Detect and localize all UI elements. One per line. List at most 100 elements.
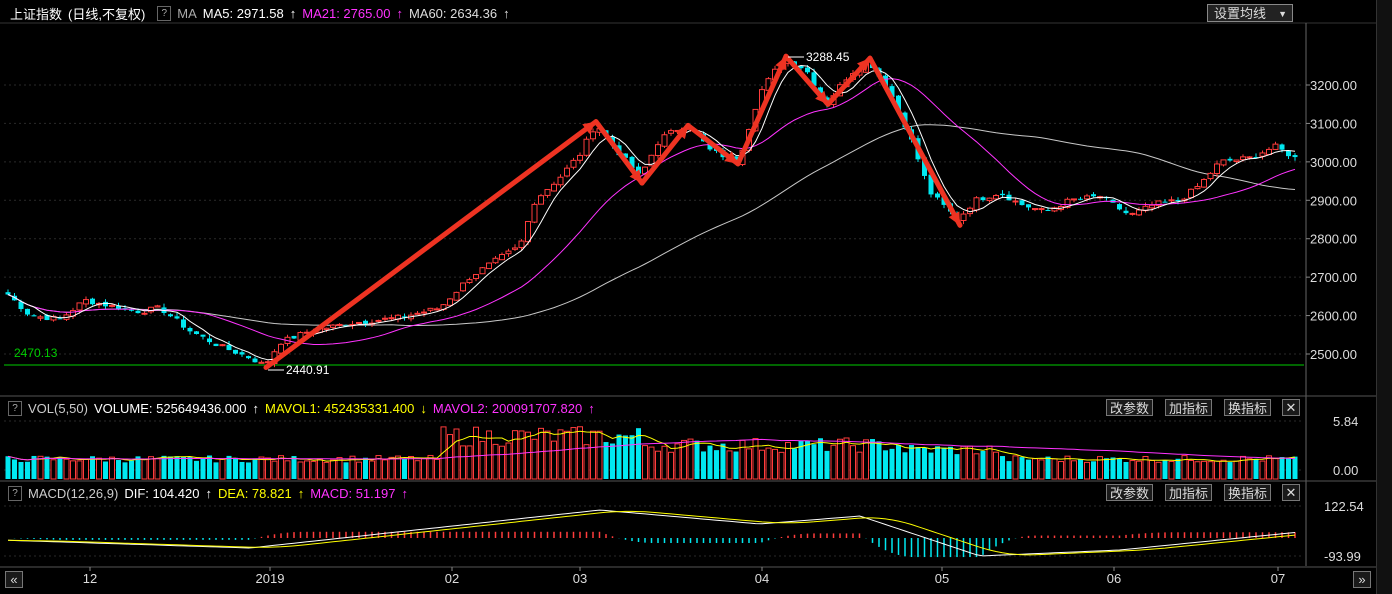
- volume-bar: [1194, 461, 1201, 480]
- volume-bar: [505, 442, 512, 480]
- candle-body: [213, 343, 219, 347]
- volume-bar: [674, 443, 681, 480]
- candle-body: [473, 274, 479, 280]
- macd-add-indicator-button[interactable]: 加指标: [1165, 484, 1213, 501]
- volume-bar: [37, 455, 44, 480]
- volume-bar: [207, 455, 212, 479]
- volume-bar: [687, 438, 694, 480]
- trend-arrow-head: [675, 125, 688, 140]
- scroll-right-button[interactable]: »: [1353, 571, 1371, 588]
- macd-tick-label: 122.54: [1324, 499, 1364, 514]
- volume-bar: [271, 460, 278, 480]
- volume-bar: [200, 458, 206, 479]
- candle-body: [577, 154, 583, 161]
- vol-help-icon[interactable]: ?: [8, 400, 22, 416]
- volume-bar: [336, 457, 343, 480]
- volume-bar: [967, 445, 973, 480]
- candle-body: [1136, 209, 1142, 216]
- candle-body: [1207, 172, 1214, 180]
- volume-bar: [434, 458, 440, 480]
- volume-bar: [863, 439, 869, 480]
- volume-bar: [577, 426, 583, 480]
- volume-bar: [1091, 461, 1096, 479]
- volume-bar: [752, 438, 759, 480]
- volume-bar: [915, 446, 921, 479]
- volume-bar: [219, 458, 226, 480]
- candle-body: [798, 65, 804, 69]
- candle-body: [1240, 156, 1246, 161]
- trend-arrow-segment: [593, 119, 645, 186]
- candle-body: [219, 344, 226, 347]
- candle-body: [90, 298, 95, 305]
- candle-body: [116, 305, 121, 310]
- volume-bar: [258, 456, 265, 480]
- candle-body: [375, 319, 382, 322]
- candle-body: [278, 343, 284, 354]
- volume-bar: [1117, 458, 1122, 479]
- volume-bar: [824, 450, 830, 479]
- scroll-left-button[interactable]: «: [5, 571, 23, 588]
- candle-body: [1117, 204, 1122, 210]
- volume-bar: [701, 451, 706, 479]
- candle-body: [1091, 194, 1096, 197]
- vol-add-indicator-button[interactable]: 加指标: [1165, 399, 1213, 416]
- candle-body: [453, 291, 460, 301]
- macd-header: ? MACD(12,26,9) DIF: 104.420 ↑ DEA: 78.8…: [0, 483, 414, 503]
- volume-bar: [870, 439, 875, 479]
- volume-bar: [551, 440, 557, 480]
- candle-body: [207, 338, 212, 343]
- volume-bar: [1188, 459, 1194, 480]
- ma-settings-select[interactable]: 设置均线 ▼: [1207, 4, 1293, 22]
- y-tick-label: 2900.00: [1310, 193, 1357, 208]
- macd-close-icon[interactable]: ✕: [1282, 484, 1300, 501]
- candle-body: [181, 319, 186, 328]
- mavol1-line: [7, 430, 1296, 462]
- candle-body: [935, 193, 940, 198]
- volume-bar: [986, 445, 993, 480]
- candle-body: [129, 309, 134, 311]
- volume-bar: [557, 429, 564, 480]
- candle-body: [648, 154, 655, 167]
- trend-arrow-segment: [735, 53, 789, 167]
- volume-bar: [323, 461, 330, 480]
- candle-body: [525, 221, 531, 243]
- help-icon[interactable]: ?: [157, 5, 172, 21]
- ma5-line: [7, 64, 1296, 361]
- macd-change-params-button[interactable]: 改参数: [1106, 484, 1154, 501]
- volume-bar: [1266, 455, 1272, 480]
- volume-bar: [909, 445, 914, 479]
- candle-body: [1279, 144, 1285, 150]
- candle-body: [194, 331, 199, 335]
- vol-change-params-button[interactable]: 改参数: [1106, 399, 1154, 416]
- volume-bar: [980, 450, 986, 479]
- volume-bar: [5, 456, 11, 479]
- low-price-label: 2440.91: [286, 363, 330, 377]
- macd-swap-indicator-button[interactable]: 换指标: [1224, 484, 1272, 501]
- labels-layer: 3200.00 3100.00 3000.00 2900.00 2800.00 2700.…: [14, 50, 1364, 586]
- candle-body: [1000, 193, 1005, 196]
- y-tick-label: 3100.00: [1310, 116, 1357, 131]
- volume-bar: [70, 460, 76, 480]
- vol-close-icon[interactable]: ✕: [1282, 399, 1300, 416]
- volume-bar: [616, 434, 622, 479]
- volume-bar: [116, 460, 121, 479]
- vol-swap-indicator-button[interactable]: 换指标: [1224, 399, 1272, 416]
- volume-bar: [733, 451, 739, 479]
- volume-bar: [993, 451, 999, 480]
- macd-help-icon[interactable]: ?: [8, 485, 22, 501]
- ma21-arrow-icon: ↑: [396, 5, 403, 21]
- candle-body: [1286, 150, 1291, 157]
- volume-bar: [1272, 457, 1279, 480]
- volume-bar: [174, 456, 180, 479]
- candle-body: [492, 257, 499, 264]
- volume-bar: [1038, 459, 1045, 480]
- ma60-line: [7, 124, 1296, 326]
- volume-bar: [1233, 460, 1240, 480]
- candles-layer: [5, 59, 1298, 368]
- volume-bar: [1162, 460, 1168, 479]
- volume-bar: [805, 440, 810, 479]
- volume-bar: [141, 458, 148, 480]
- volume-bar: [148, 456, 154, 480]
- candle-body: [928, 174, 934, 195]
